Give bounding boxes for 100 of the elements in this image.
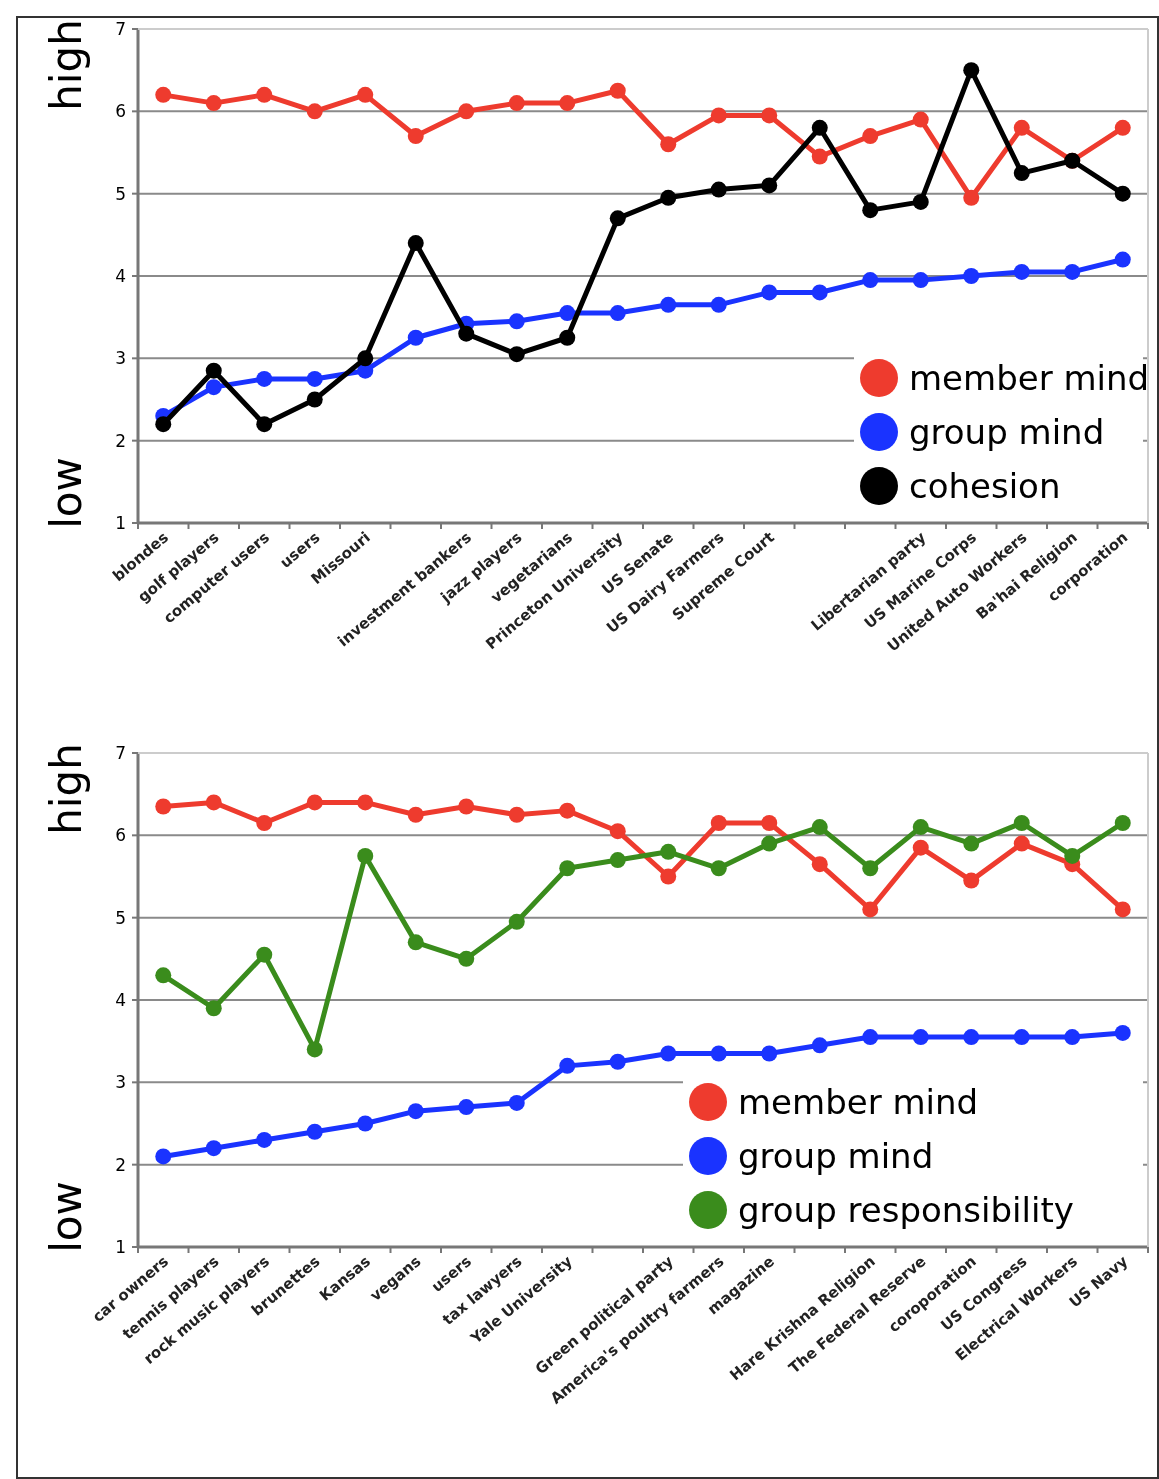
point bbox=[458, 1099, 475, 1116]
point bbox=[811, 148, 828, 165]
point bbox=[660, 868, 677, 885]
point bbox=[357, 794, 374, 811]
y-tick-label: 4 bbox=[115, 989, 126, 1010]
point bbox=[407, 235, 424, 252]
point bbox=[458, 950, 475, 967]
point bbox=[710, 107, 727, 124]
point bbox=[205, 95, 222, 112]
y-tick-label: 2 bbox=[115, 430, 126, 451]
legend-label: group mind bbox=[738, 1135, 934, 1176]
point bbox=[155, 1148, 172, 1165]
point bbox=[508, 806, 525, 823]
point bbox=[660, 189, 677, 206]
legend-label: cohesion bbox=[909, 465, 1061, 506]
point bbox=[811, 284, 828, 301]
point bbox=[912, 272, 929, 289]
point bbox=[256, 814, 273, 831]
point bbox=[508, 1094, 525, 1111]
point bbox=[458, 103, 475, 120]
y-tick-label: 7 bbox=[115, 742, 126, 763]
point bbox=[963, 1029, 980, 1046]
point bbox=[609, 82, 626, 99]
point bbox=[559, 95, 576, 112]
point bbox=[357, 847, 374, 864]
point bbox=[710, 1045, 727, 1062]
point bbox=[508, 913, 525, 930]
point bbox=[609, 305, 626, 322]
point bbox=[1114, 251, 1131, 268]
point bbox=[205, 1140, 222, 1157]
point bbox=[559, 802, 576, 819]
point bbox=[256, 416, 273, 433]
point bbox=[559, 329, 576, 346]
point bbox=[407, 806, 424, 823]
point bbox=[1013, 165, 1030, 182]
point bbox=[862, 1029, 879, 1046]
point bbox=[1013, 835, 1030, 852]
point bbox=[1013, 263, 1030, 280]
point bbox=[963, 268, 980, 284]
point bbox=[357, 86, 374, 103]
point bbox=[710, 181, 727, 198]
y-tick-label: 4 bbox=[115, 265, 126, 286]
point bbox=[912, 819, 929, 836]
point bbox=[912, 839, 929, 856]
point bbox=[862, 860, 879, 877]
point bbox=[710, 860, 727, 877]
point bbox=[761, 835, 778, 852]
point bbox=[912, 111, 929, 128]
legend-label: group mind bbox=[909, 411, 1105, 452]
point bbox=[508, 95, 525, 112]
point bbox=[761, 107, 778, 124]
point bbox=[256, 86, 273, 103]
point bbox=[306, 391, 323, 408]
text: high bbox=[41, 743, 91, 835]
point bbox=[306, 370, 323, 387]
y-tick-label: 7 bbox=[115, 18, 126, 39]
point bbox=[862, 202, 879, 219]
point bbox=[1013, 119, 1030, 136]
point bbox=[205, 379, 222, 396]
point bbox=[761, 284, 778, 301]
point bbox=[407, 128, 424, 145]
point bbox=[710, 814, 727, 831]
legend-label: member mind bbox=[738, 1081, 979, 1122]
legend-label: member mind bbox=[909, 357, 1150, 398]
point bbox=[559, 1057, 576, 1074]
point bbox=[811, 119, 828, 136]
point bbox=[1064, 847, 1081, 864]
point bbox=[256, 946, 273, 963]
point bbox=[963, 62, 980, 79]
point bbox=[1114, 901, 1131, 918]
y-tick-label: 1 bbox=[115, 1236, 126, 1257]
point bbox=[609, 1053, 626, 1070]
point bbox=[609, 852, 626, 869]
point bbox=[811, 856, 828, 873]
point bbox=[660, 843, 677, 860]
point bbox=[761, 814, 778, 831]
point bbox=[1114, 1024, 1131, 1041]
point bbox=[508, 346, 525, 363]
point bbox=[1064, 263, 1081, 280]
y-tick-label: 6 bbox=[115, 825, 126, 846]
y-tick-label: 1 bbox=[115, 512, 126, 533]
point bbox=[912, 1029, 929, 1046]
point bbox=[1114, 119, 1131, 136]
point bbox=[306, 794, 323, 811]
point bbox=[963, 835, 980, 852]
point bbox=[407, 1103, 424, 1120]
y-tick-label: 5 bbox=[115, 907, 126, 928]
point bbox=[710, 296, 727, 313]
point bbox=[155, 416, 172, 433]
point bbox=[357, 350, 374, 367]
point bbox=[407, 934, 424, 951]
point bbox=[660, 296, 677, 313]
point bbox=[1114, 185, 1131, 202]
point bbox=[306, 103, 323, 120]
point bbox=[559, 305, 576, 322]
point bbox=[155, 967, 172, 984]
point bbox=[811, 819, 828, 836]
point bbox=[205, 794, 222, 811]
point bbox=[357, 1115, 374, 1132]
point bbox=[811, 1037, 828, 1054]
